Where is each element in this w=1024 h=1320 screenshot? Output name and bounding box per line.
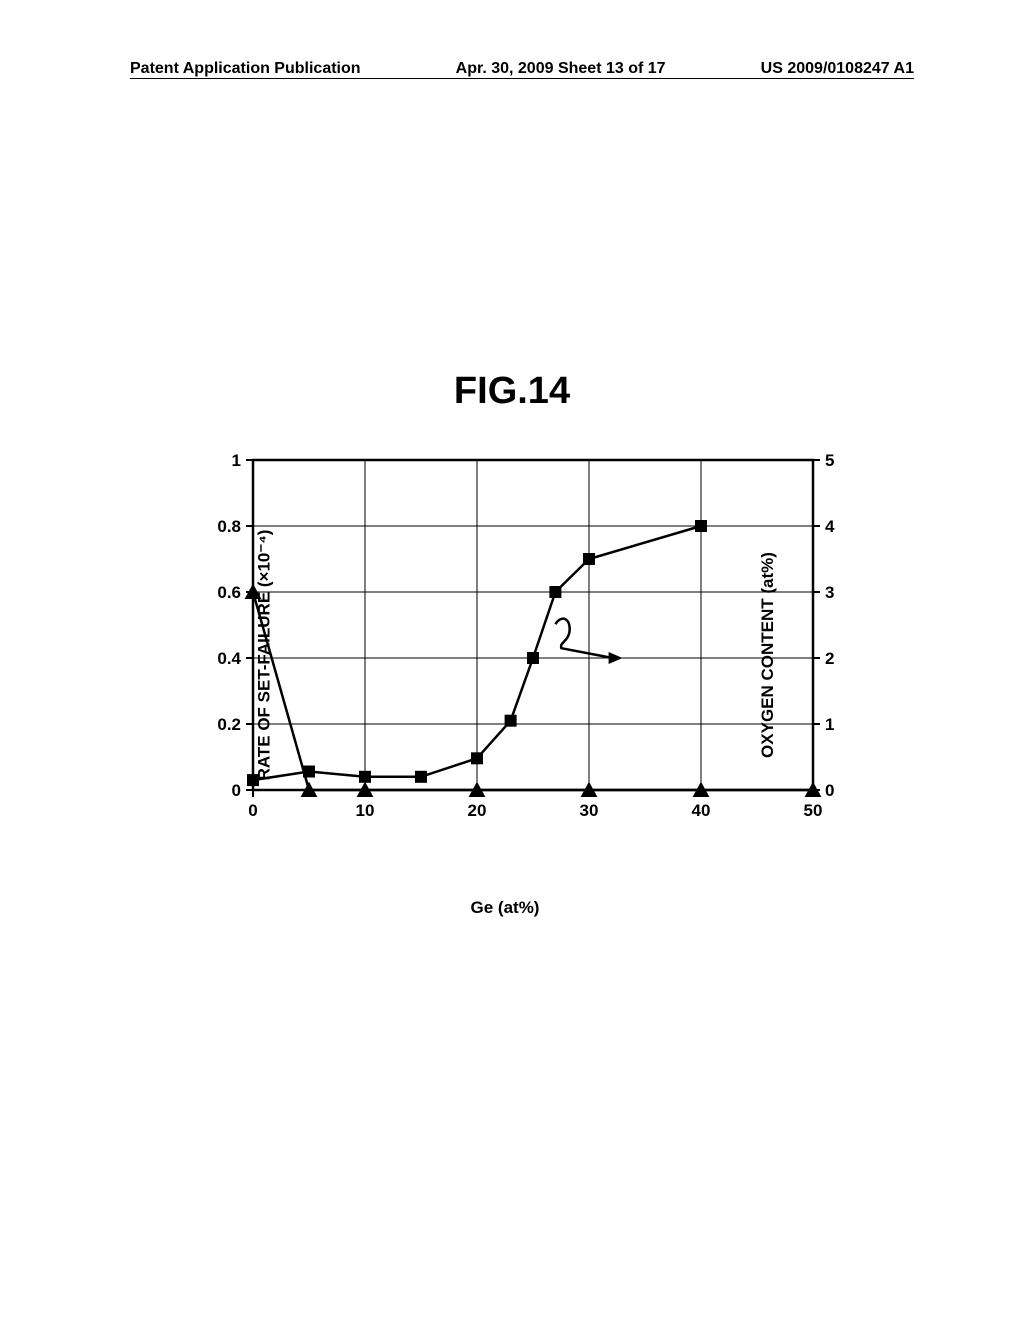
svg-text:2: 2 bbox=[825, 649, 834, 668]
svg-text:20: 20 bbox=[468, 801, 487, 820]
svg-text:0.4: 0.4 bbox=[217, 649, 241, 668]
header-right: US 2009/0108247 A1 bbox=[761, 60, 914, 78]
figure-title: FIG.14 bbox=[0, 370, 1024, 413]
svg-text:0.6: 0.6 bbox=[217, 583, 241, 602]
svg-text:40: 40 bbox=[692, 801, 711, 820]
header-left: Patent Application Publication bbox=[130, 60, 361, 78]
svg-text:0: 0 bbox=[825, 781, 834, 800]
svg-text:4: 4 bbox=[825, 517, 835, 536]
svg-text:3: 3 bbox=[825, 583, 834, 602]
svg-text:5: 5 bbox=[825, 451, 834, 470]
header-center: Apr. 30, 2009 Sheet 13 of 17 bbox=[456, 60, 666, 78]
x-axis-label: Ge (at%) bbox=[145, 898, 865, 918]
svg-text:0.2: 0.2 bbox=[217, 715, 241, 734]
svg-text:0: 0 bbox=[248, 801, 257, 820]
page: Patent Application Publication Apr. 30, … bbox=[0, 0, 1024, 1320]
svg-text:10: 10 bbox=[356, 801, 375, 820]
svg-text:50: 50 bbox=[804, 801, 823, 820]
svg-text:1: 1 bbox=[825, 715, 834, 734]
header-rule bbox=[130, 78, 914, 79]
svg-text:0: 0 bbox=[232, 781, 241, 800]
svg-text:30: 30 bbox=[580, 801, 599, 820]
svg-text:0.8: 0.8 bbox=[217, 517, 241, 536]
chart-svg: 0102030405000.20.40.60.81012345 bbox=[213, 450, 853, 850]
chart-container: RATE OF SET-FAILURE (×10⁻⁴) OXYGEN CONTE… bbox=[145, 450, 865, 860]
svg-text:1: 1 bbox=[232, 451, 241, 470]
